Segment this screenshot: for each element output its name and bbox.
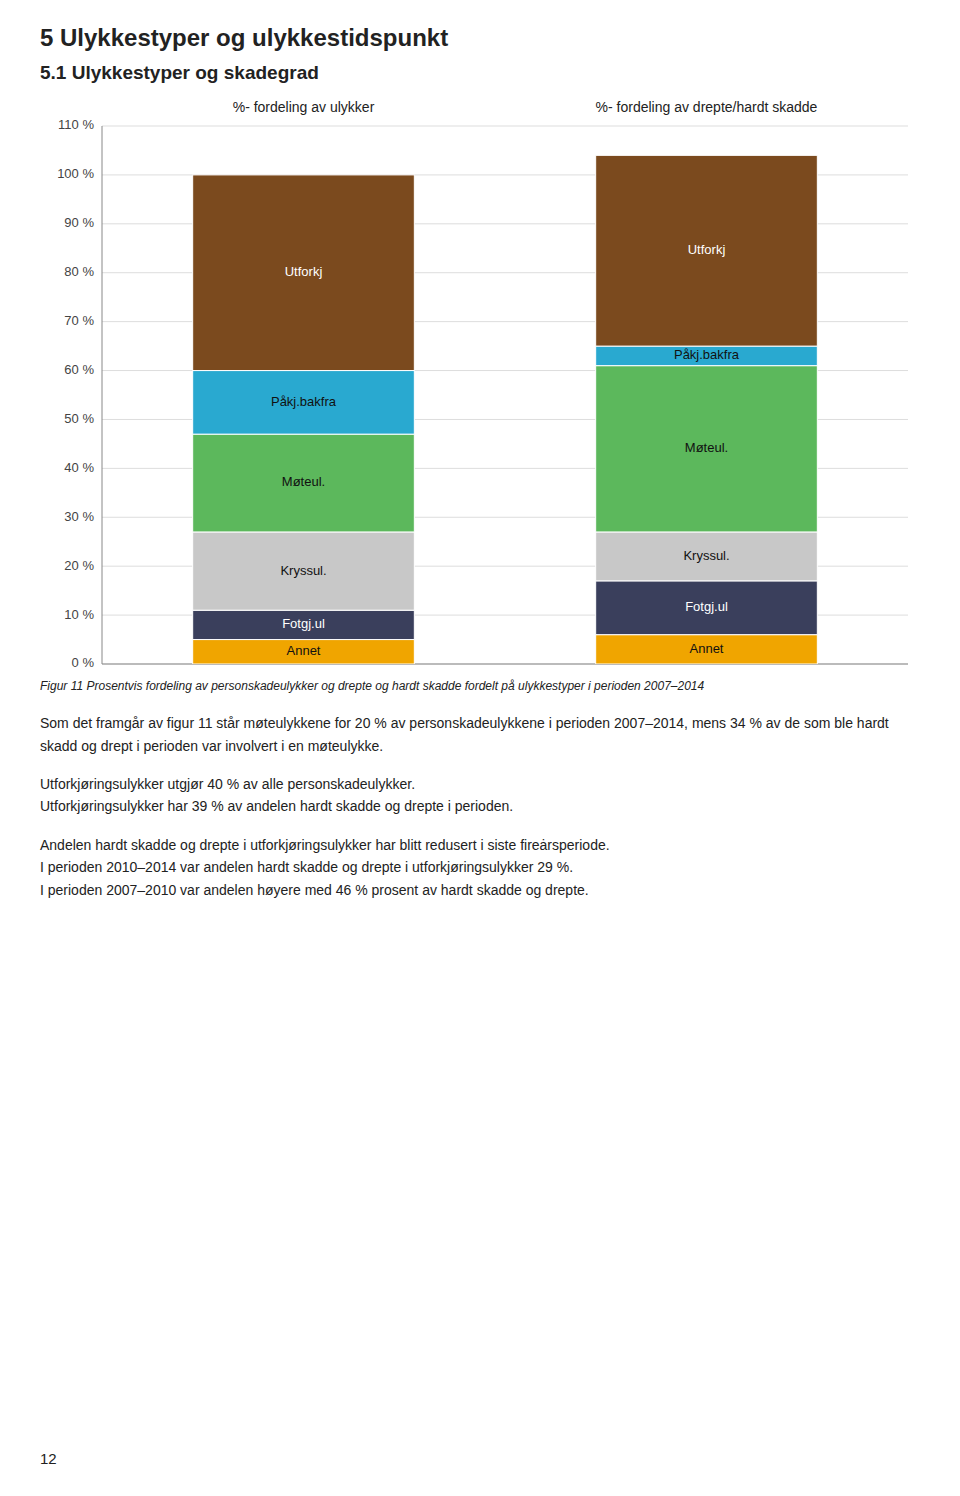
bars	[193, 155, 818, 664]
paragraph: Andelen hardt skadde og drepte i utforkj…	[40, 834, 920, 901]
y-tick-label: 90 %	[64, 215, 94, 230]
bar-segment	[596, 366, 818, 532]
bar-segment	[193, 371, 415, 435]
bar-segment	[596, 581, 818, 635]
y-tick-label: 70 %	[64, 313, 94, 328]
segment-label: Kryssul.	[683, 548, 729, 563]
segment-label: Møteul.	[685, 440, 728, 455]
y-axis	[102, 126, 103, 664]
segment-label: Utforkj	[688, 242, 726, 257]
bar-segment	[193, 640, 415, 664]
segment-label: Påkj.bakfra	[271, 394, 337, 409]
segment-label: Møteul.	[282, 474, 325, 489]
title: 5 Ulykkestyper og ulykkestidspunkt	[40, 24, 920, 52]
segment-label: Annet	[287, 643, 321, 658]
category-label: %- fordeling av drepte/hardt skadde	[596, 99, 818, 115]
bar-segment	[596, 346, 818, 366]
page: 5 Ulykkestyper og ulykkestidspunkt 5.1 Ul…	[40, 24, 920, 917]
y-tick-label: 60 %	[64, 362, 94, 377]
y-tick-label: 0 %	[72, 655, 95, 670]
y-tick-label: 50 %	[64, 411, 94, 426]
y-tick-label: 30 %	[64, 509, 94, 524]
segment-label: Påkj.bakfra	[674, 347, 740, 362]
segment-label: Kryssul.	[280, 563, 326, 578]
y-tick-label: 100 %	[57, 166, 94, 181]
grid-line	[102, 126, 908, 127]
y-tick-label: 20 %	[64, 558, 94, 573]
y-tick-label: 10 %	[64, 607, 94, 622]
bar-segment	[193, 175, 415, 371]
segment-label: Utforkj	[285, 264, 323, 279]
segment-label: Fotgj.ul	[282, 616, 325, 631]
segment-label: Fotgj.ul	[685, 599, 728, 614]
chart: 0 % 10 % 20 % 30 % 40 % 50 % 60 % 70 % 80 % 90 % 1…	[40, 92, 920, 672]
grid	[102, 126, 908, 664]
bar-segment	[596, 635, 818, 664]
y-tick-label: 80 %	[64, 264, 94, 279]
caption: Figur 11 Prosentvis fordeling av persons…	[40, 678, 920, 694]
bar-segment	[596, 155, 818, 346]
bar-segment	[193, 532, 415, 610]
subtitle: 5.1 Ulykkestyper og skadegrad	[40, 62, 920, 84]
paragraph: Som det framgår av figur 11 står møteuly…	[40, 712, 920, 757]
page-number: 12	[40, 1450, 57, 1467]
bar-segment	[193, 434, 415, 532]
segment-labels: Annet Fotgj.ul Kryssul. Møteul. Påkj.bakfra U…	[271, 242, 740, 658]
y-tick-label: 40 %	[64, 460, 94, 475]
segment-label: Annet	[690, 641, 724, 656]
bar-segment	[596, 532, 818, 581]
category-label: %- fordeling av ulykker	[233, 99, 375, 115]
bar-segment	[193, 610, 415, 639]
y-tick-label: 110 %	[58, 117, 94, 132]
paragraph: Utforkjøringsulykker utgjør 40 % av alle…	[40, 773, 920, 818]
